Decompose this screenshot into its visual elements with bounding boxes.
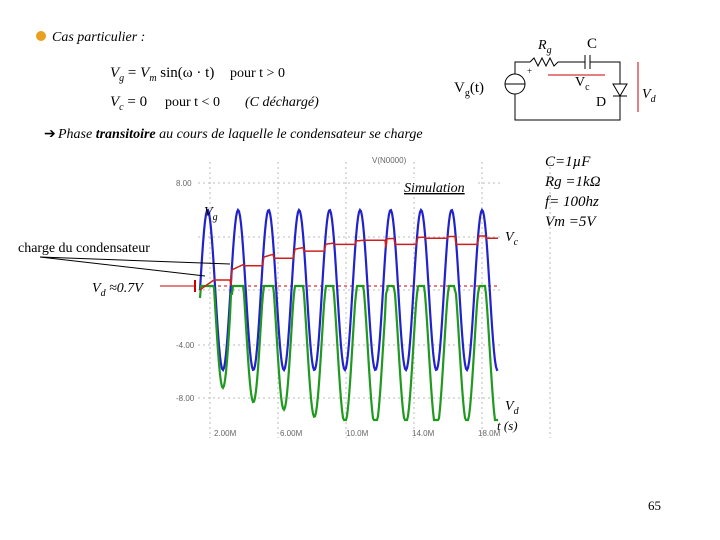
label-sub: d	[651, 94, 657, 105]
section-title: Cas particulier :	[52, 30, 145, 45]
eq-part: = 0	[124, 94, 147, 110]
phase-part: au cours de laquelle le condensateur se …	[156, 127, 423, 142]
wire	[514, 61, 530, 74]
equation-2: Vc = 0	[110, 94, 147, 113]
arrow-bullet: ➔	[44, 127, 56, 142]
label-vd: Vd	[642, 87, 657, 105]
circuit	[504, 55, 639, 121]
plot-vc: Vc	[505, 230, 519, 248]
label-sub: d	[101, 288, 107, 299]
label-sub: g	[465, 88, 470, 99]
plot-vd: Vd	[505, 399, 520, 417]
label: V	[454, 80, 465, 96]
equation-2-note: (C déchargé)	[245, 95, 319, 110]
label-c: C	[587, 36, 597, 52]
param: Vm =5V	[545, 214, 597, 230]
label: R	[537, 38, 547, 53]
label: V	[204, 205, 214, 220]
phase-text: Phase transitoire au cours de laquelle l…	[57, 127, 423, 142]
eq-part: =	[124, 65, 140, 81]
eq-sub: c	[119, 102, 124, 113]
diode	[612, 83, 628, 97]
eq-part: V	[140, 65, 151, 81]
vc-wave	[199, 235, 498, 291]
equation-2-cond: pour t < 0	[165, 95, 220, 110]
page-number: 65	[648, 498, 661, 513]
label: V	[575, 75, 585, 90]
label-sub: c	[585, 82, 590, 93]
label-sub: g	[213, 212, 218, 223]
x-tick-label: 6.00M	[280, 429, 303, 438]
sim-box	[400, 178, 476, 196]
resistor	[529, 56, 559, 68]
eq-part: V	[110, 65, 121, 81]
label-sub: c	[514, 237, 519, 248]
label: V	[642, 87, 652, 102]
bullet	[36, 31, 46, 41]
phase-part: Phase	[57, 127, 96, 142]
label: V	[505, 399, 515, 414]
pointer	[39, 256, 206, 277]
simulation-plot: 8.00 -4.00 -8.00 2.00M 6.00M 10.0M 14.0M 18.0M	[176, 162, 551, 438]
eq-part: sin(ω · t)	[157, 65, 215, 81]
x-tick-label: 14.0M	[412, 429, 435, 438]
plus-sign: +	[527, 66, 532, 76]
eq-part: V	[110, 94, 121, 110]
time-label: t (s)	[497, 418, 518, 433]
label-sub: g	[547, 45, 552, 56]
label-vc: Vc	[575, 75, 590, 93]
wire	[590, 61, 621, 84]
label-vg: Vg(t)	[454, 80, 484, 99]
vd-approx: Vd ≈0.7V	[92, 281, 144, 299]
trace-name: V(N0000)	[372, 156, 407, 165]
vg-wave	[198, 207, 499, 373]
label-sub: d	[514, 406, 520, 417]
label: (t)	[470, 80, 484, 96]
param: C=1µF	[545, 154, 591, 170]
y-tick-label: -4.00	[176, 341, 195, 350]
vd-wave	[198, 284, 498, 422]
label: V	[92, 281, 102, 296]
y-tick-label: 8.00	[176, 179, 192, 188]
equation-1-cond: pour t > 0	[230, 66, 285, 81]
param: f= 100hz	[545, 194, 599, 210]
x-tick-label: 10.0M	[346, 429, 369, 438]
charge-label: charge du condensateur	[18, 241, 150, 256]
label: ≈0.7V	[106, 281, 145, 296]
plot-vg: Vg	[204, 205, 218, 223]
label: V	[505, 230, 515, 245]
sim-label: Simulation	[404, 181, 465, 196]
label-rg: Rg	[537, 38, 552, 56]
equation-1: Vg = Vm sin(ω · t)	[110, 65, 214, 84]
y-tick-label: -8.00	[176, 394, 195, 403]
wire	[514, 94, 621, 121]
pointer	[39, 256, 231, 265]
eq-sub: m	[149, 73, 156, 84]
param: Rg =1kΩ	[544, 174, 601, 190]
x-tick-label: 2.00M	[214, 429, 237, 438]
eq-sub: g	[119, 73, 124, 84]
phase-bold: transitoire	[96, 127, 156, 142]
x-tick-label: 18.0M	[478, 429, 501, 438]
label-d: D	[596, 95, 606, 110]
